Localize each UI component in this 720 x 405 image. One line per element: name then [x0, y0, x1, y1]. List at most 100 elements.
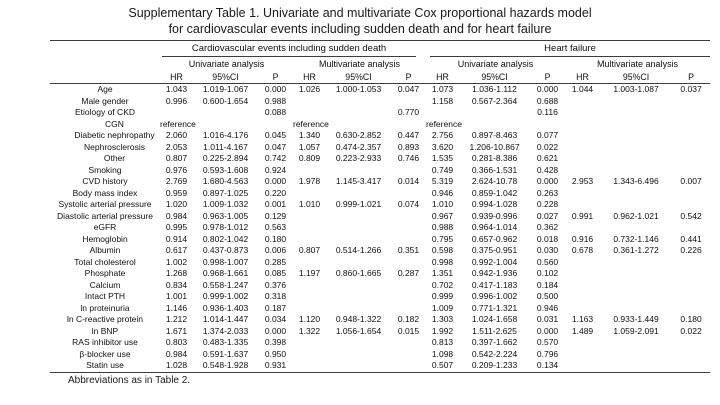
cell-ci: 0.978-1.012	[202, 222, 249, 232]
row-label: ln BNP	[91, 325, 119, 336]
cell-hr: 0.678	[571, 245, 594, 255]
hf-univariate-header: Univariate analysis	[457, 59, 534, 69]
col-header-p: P	[544, 72, 551, 82]
cell-p	[391, 360, 426, 372]
cell-hr: 0.988	[431, 222, 454, 232]
cell-p: 0.015	[397, 325, 420, 336]
cell-ci	[326, 211, 391, 223]
cell-hr: 2.756	[431, 130, 454, 140]
cell-hr: 0.998	[431, 256, 454, 267]
cell-ci: 0.860-1.665	[335, 268, 382, 278]
cell-p	[672, 107, 710, 119]
row-label: Systolic arterial pressure	[58, 199, 152, 209]
col-header-hr: HR	[576, 72, 589, 82]
cell-hr: 1.146	[165, 302, 188, 313]
cell-p: 0.228	[536, 199, 559, 209]
cell-ci: 0.998-1.007	[202, 256, 249, 267]
cell-p: 0.570	[536, 337, 559, 347]
cell-hr: 0.991	[571, 210, 594, 221]
row-label: ln proteinuria	[80, 302, 130, 313]
row-label: Diastolic arterial pressure	[57, 210, 153, 221]
cell-p: 0.006	[264, 245, 287, 255]
table-body: Age 1.043 1.019-1.067 0.000 1.026 1.000-1.053…	[50, 84, 710, 373]
cell-p: 0.074	[397, 199, 420, 209]
cell-hr	[293, 360, 326, 372]
cell-p	[672, 165, 710, 177]
row-label: Phosphate	[84, 268, 126, 278]
cell-p: 0.187	[264, 302, 287, 313]
cell-hr	[565, 291, 600, 303]
cell-hr: 0.916	[571, 233, 594, 244]
cell-ci: 1.024-1.658	[471, 314, 518, 324]
cell-ci	[600, 165, 672, 177]
cell-p: 0.047	[264, 141, 287, 152]
cell-hr: 1.120	[298, 314, 321, 324]
cell-ci: 0.591-1.637	[202, 348, 249, 359]
table-row: Phosphate 1.268 0.968-1.661 0.085 1.197 0.860…	[50, 268, 710, 280]
cell-hr	[293, 257, 326, 269]
cell-ci	[326, 291, 391, 303]
cell-p: 0.000	[264, 176, 287, 186]
cell-ci: 0.548-1.928	[202, 360, 249, 370]
row-label: Etiology of CKD	[75, 107, 135, 117]
cell-hr: 0.984	[165, 210, 188, 221]
cell-p	[391, 165, 426, 177]
cell-ci: 0.942-1.936	[471, 268, 518, 278]
cell-hr: 2.769	[165, 176, 188, 186]
cell-ci: 0.209-1.233	[471, 360, 518, 370]
cell-ci: 0.936-1.403	[202, 302, 249, 313]
cell-hr: 1.002	[165, 256, 188, 267]
table-row: eGFR 0.995 0.978-1.012 0.563 0.988 0.964-1.01…	[50, 222, 710, 234]
cell-ci: 1.016-4.176	[202, 130, 249, 140]
cell-hr	[565, 280, 600, 292]
cell-p	[672, 222, 710, 234]
row-label: Hemoglobin	[82, 233, 128, 244]
cell-p	[672, 119, 710, 131]
cell-hr	[293, 303, 326, 315]
cell-p: 0.376	[264, 279, 287, 290]
cell-hr	[293, 337, 326, 349]
cell-hr	[565, 119, 600, 131]
cell-hr	[565, 96, 600, 108]
cell-ci: 1.011-4.167	[203, 141, 248, 152]
group-header-row: Cardiovascular events including sudden d…	[50, 41, 711, 57]
cell-ci: 1.059-2.091	[613, 325, 659, 336]
cell-p	[672, 130, 710, 142]
col-header-ci: 95%CI	[481, 72, 508, 82]
cell-hr: 1.535	[431, 153, 454, 163]
table-row: Calcium 0.834 0.558-1.247 0.376 0.702 0.417-1…	[50, 280, 710, 292]
cell-ci	[600, 107, 672, 119]
cell-p: 0.000	[264, 84, 287, 94]
cell-p: 0.022	[536, 141, 559, 152]
table-row: Intact PTH 1.001 0.999-1.002 0.318 0.999 0.99…	[50, 291, 710, 303]
cell-hr	[565, 130, 600, 142]
cell-hr: 0.809	[298, 153, 321, 163]
cell-ci	[326, 107, 391, 119]
cell-ci	[193, 119, 258, 131]
cell-p: 0.088	[264, 107, 287, 117]
cell-p: 0.931	[264, 360, 287, 370]
cell-p: 0.688	[536, 95, 559, 106]
cell-ci: 0.225-2.894	[202, 153, 249, 163]
cell-ci: 0.948-1.322	[335, 314, 382, 324]
cell-p	[391, 119, 426, 131]
cell-hr: 1.351	[431, 268, 454, 278]
cell-p	[391, 303, 426, 315]
cell-ci: 0.437-0.873	[202, 245, 249, 255]
cell-hr	[293, 291, 326, 303]
cell-hr	[565, 107, 600, 119]
cell-p	[391, 337, 426, 349]
cell-hr: 2.953	[571, 176, 594, 186]
cell-ci	[600, 257, 672, 269]
cell-p: 0.950	[264, 348, 287, 359]
cell-ci	[326, 349, 391, 361]
cell-hr: 1.057	[298, 141, 321, 152]
cell-ci	[600, 349, 672, 361]
cell-ci	[600, 280, 672, 292]
cell-p: 0.037	[680, 84, 702, 94]
cell-hr	[565, 222, 600, 234]
cell-ci	[600, 199, 672, 211]
cell-ci: 1.145-3.417	[335, 176, 382, 186]
cell-p: 0.184	[536, 279, 559, 290]
